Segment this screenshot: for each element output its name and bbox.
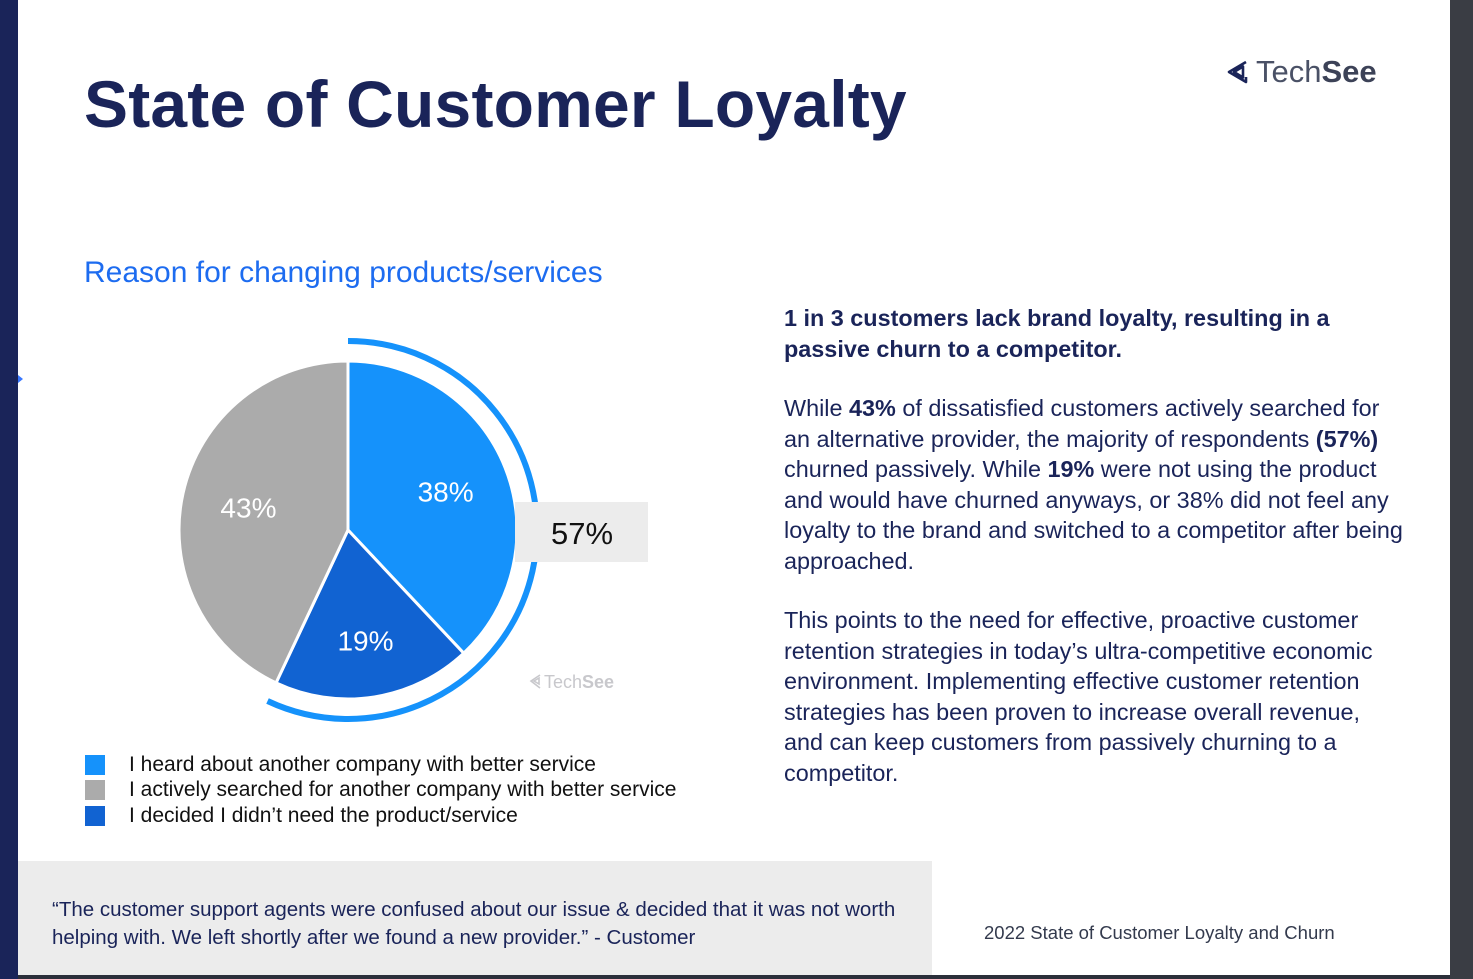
legend-swatch bbox=[85, 754, 105, 775]
footer-source: 2022 State of Customer Loyalty and Churn bbox=[984, 922, 1335, 943]
logo-text-light: Tech bbox=[1256, 54, 1322, 89]
pie-slice-label: 19% bbox=[337, 626, 393, 657]
pie-chart: 57% 38% 19% 43% TechSee bbox=[177, 338, 648, 722]
stat-43: 43% bbox=[849, 395, 896, 421]
slide-edge-marker bbox=[18, 375, 23, 383]
highlight-callout-label: 57% bbox=[551, 516, 613, 551]
stat-57: (57%) bbox=[1315, 425, 1379, 452]
chart-watermark: TechSee bbox=[544, 672, 614, 692]
highlight-arc bbox=[266, 338, 540, 722]
pie-slice bbox=[274, 528, 466, 701]
legend-item: I actively searched for another company … bbox=[85, 778, 676, 803]
legend-item: I heard about another company with bette… bbox=[85, 752, 676, 777]
recommendation-paragraph: This points to the need for effective, p… bbox=[784, 607, 1373, 786]
window-right-border bbox=[1450, 0, 1473, 979]
chart-legend: I heard about another company with bette… bbox=[85, 752, 676, 829]
summary-text: 1 in 3 customers lack brand loyalty, res… bbox=[784, 303, 1404, 817]
highlight-callout-box bbox=[515, 502, 648, 562]
pie-slice bbox=[177, 359, 350, 685]
customer-quote: “The customer support agents were confus… bbox=[52, 898, 896, 949]
window-left-border bbox=[0, 0, 18, 979]
logo-text-bold: See bbox=[1321, 54, 1377, 89]
techsee-logo: Tech See bbox=[1223, 54, 1377, 90]
stat-19: 19% bbox=[1047, 456, 1095, 482]
customer-quote-box: “The customer support agents were confus… bbox=[18, 861, 932, 975]
legend-label: I heard about another company with bette… bbox=[129, 752, 596, 776]
findings-paragraph: While 43% of dissatisfied customers acti… bbox=[784, 395, 1403, 574]
chart-subtitle: Reason for changing products/services bbox=[84, 256, 603, 289]
legend-label: I actively searched for another company … bbox=[129, 778, 677, 801]
legend-swatch bbox=[85, 805, 105, 826]
pie-slice-label: 43% bbox=[220, 493, 276, 524]
slide: State of Customer Loyalty Tech See Reason… bbox=[18, 0, 1450, 975]
watermark-logo-icon bbox=[529, 674, 541, 689]
pie-slice-label: 38% bbox=[418, 476, 474, 507]
techsee-logo-icon bbox=[1227, 60, 1248, 84]
pie-slice bbox=[346, 359, 519, 655]
legend-swatch bbox=[85, 780, 105, 800]
page-title: State of Customer Loyalty bbox=[84, 67, 907, 141]
legend-item: I decided I didn’t need the product/serv… bbox=[85, 803, 676, 828]
legend-label: I decided I didn’t need the product/serv… bbox=[129, 803, 518, 827]
key-finding: 1 in 3 customers lack brand loyalty, res… bbox=[784, 305, 1330, 362]
